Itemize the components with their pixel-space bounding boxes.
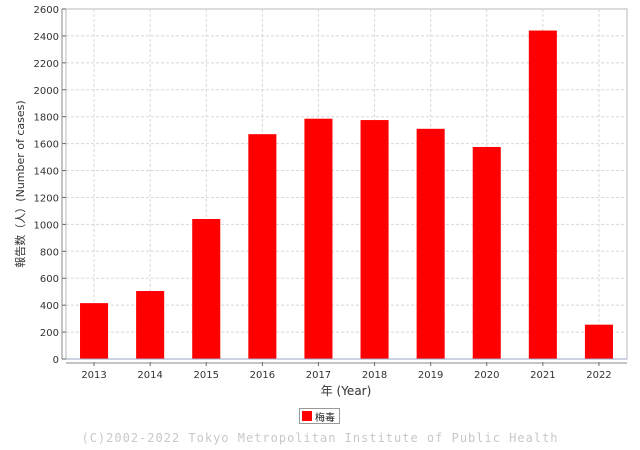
y-axis-label: 報告数（人）(Number of cases) <box>14 100 27 267</box>
y-tick-label: 1000 <box>34 220 59 231</box>
bar-2016 <box>248 134 277 359</box>
bar-2017 <box>304 118 333 359</box>
bar-2022 <box>584 324 613 359</box>
y-tick-label: 1600 <box>34 140 59 151</box>
x-tick-label: 2017 <box>306 370 331 381</box>
y-tick-label: 400 <box>40 301 59 312</box>
x-tick-label: 2015 <box>194 370 219 381</box>
x-tick-label: 2022 <box>586 370 611 381</box>
legend: 梅毒 <box>299 408 340 424</box>
x-tick-label: 2018 <box>362 370 387 381</box>
x-tick-label: 2014 <box>137 370 162 381</box>
x-axis-ticks: 2013 2014 2015 2016 2017 2018 2019 2020 2021 2022 <box>66 358 627 381</box>
legend-label: 梅毒 <box>315 412 335 424</box>
y-tick-label: 2400 <box>34 32 59 43</box>
legend-swatch <box>302 411 312 421</box>
bars <box>80 30 613 360</box>
y-tick-label: 1800 <box>34 113 59 124</box>
y-axis-ticks: 0 200 400 600 800 1000 1200 1400 1600 1800 2000 220… <box>34 5 66 366</box>
x-tick-label: 2019 <box>418 370 443 381</box>
bar-2020 <box>472 146 501 359</box>
x-tick-label: 2013 <box>81 370 106 381</box>
x-tick-label: 2021 <box>530 370 555 381</box>
y-tick-label: 2200 <box>34 59 59 70</box>
y-tick-label: 1400 <box>34 167 59 178</box>
y-tick-label: 2000 <box>34 86 59 97</box>
y-tick-label: 2600 <box>34 5 59 16</box>
x-axis-label: 年 (Year) <box>321 384 372 398</box>
bar-2013 <box>80 303 109 359</box>
copyright-notice: (C)2002-2022 Tokyo Metropolitan Institut… <box>81 431 559 445</box>
x-tick-label: 2020 <box>474 370 499 381</box>
bar-2021 <box>528 30 557 360</box>
bar-2018 <box>360 120 389 359</box>
y-tick-label: 200 <box>40 328 59 339</box>
y-tick-label: 1200 <box>34 193 59 204</box>
bar-chart: 0 200 400 600 800 1000 1200 1400 1600 1800 2000 220… <box>14 5 628 398</box>
y-tick-label: 600 <box>40 274 59 285</box>
bar-2015 <box>192 219 221 359</box>
bar-2014 <box>136 291 165 359</box>
x-tick-label: 2016 <box>250 370 275 381</box>
y-tick-label: 0 <box>53 355 59 366</box>
y-tick-label: 800 <box>40 247 59 258</box>
bar-2019 <box>416 128 445 359</box>
